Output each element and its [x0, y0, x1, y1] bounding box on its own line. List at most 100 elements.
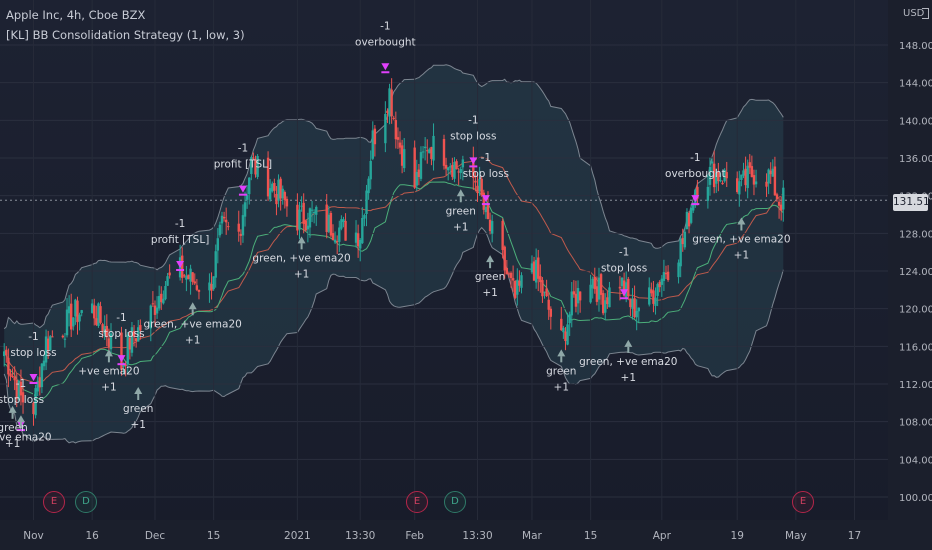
- candle-body: [245, 194, 249, 200]
- candle-body: [359, 239, 362, 249]
- candle-body: [15, 380, 18, 400]
- candle-body: [648, 287, 651, 305]
- candle-body: [191, 272, 194, 282]
- buy-arrow-icon: [16, 415, 25, 423]
- earnings-event-icon[interactable]: E: [406, 491, 428, 513]
- signal-label: green, +ve ema20: [692, 234, 790, 246]
- bollinger-band-group: [3, 64, 784, 444]
- price-tick-label: 140.00: [899, 116, 932, 127]
- signal-label: +ve ema20: [78, 365, 139, 377]
- candle-body: [514, 281, 517, 298]
- sell-bar-icon: [481, 203, 490, 206]
- trade-signal: -1 overbought: [355, 20, 416, 74]
- candle-body: [681, 238, 684, 245]
- candle-body: [746, 165, 749, 189]
- candle-body: [773, 166, 777, 196]
- trade-signal: green +1: [546, 349, 576, 393]
- candle-body: [516, 279, 519, 295]
- buy-stem-icon: [459, 196, 462, 203]
- sell-bar-icon: [16, 429, 25, 432]
- candle-body: [306, 225, 310, 230]
- candle-body: [42, 360, 46, 367]
- candle-body: [250, 157, 253, 174]
- candle-body: [664, 272, 668, 275]
- signal-label: -1: [175, 218, 185, 230]
- candle-body: [2, 351, 6, 357]
- trade-signal: green +1: [446, 189, 476, 233]
- candle-body: [482, 192, 485, 210]
- time-tick-label: 13:30: [345, 530, 375, 542]
- candle-body: [738, 181, 741, 195]
- candle-body: [155, 307, 159, 314]
- time-tick-label: Dec: [145, 530, 166, 542]
- time-tick-label: 2021: [284, 530, 311, 542]
- buy-arrow-icon: [297, 236, 306, 244]
- signal-label: green: [475, 271, 505, 283]
- signal-label: -1: [619, 246, 629, 258]
- candle-body: [394, 120, 398, 140]
- signal-label: +1: [294, 268, 309, 280]
- candle-body: [444, 164, 448, 169]
- candle-body: [32, 402, 35, 415]
- trade-signal: green, +ve ema20 +1: [692, 217, 791, 262]
- candle-body: [90, 303, 94, 313]
- signal-label: stop loss: [10, 347, 56, 359]
- candle-body: [268, 188, 272, 200]
- study-legend[interactable]: [KL] BB Consolidation Strategy (1, low, …: [6, 28, 245, 42]
- currency-label: USD: [903, 8, 925, 19]
- candle-body: [446, 167, 450, 171]
- candle-body: [252, 157, 255, 159]
- signal-label: -1: [380, 20, 390, 32]
- candle-body: [689, 207, 693, 223]
- earnings-event-icon[interactable]: E: [43, 491, 65, 513]
- candle-body: [103, 326, 106, 334]
- signal-label: profit [TSL]: [214, 159, 272, 171]
- price-tick-label: 116.00: [899, 342, 932, 353]
- candle-body: [449, 166, 452, 168]
- candle-body: [239, 233, 243, 236]
- candle-body: [51, 336, 54, 338]
- candle-body: [164, 286, 167, 300]
- candle-body: [403, 149, 406, 169]
- dividend-event-icon[interactable]: D: [75, 491, 97, 513]
- candle-body: [451, 164, 454, 177]
- candle-body: [543, 291, 546, 293]
- price-tick-label: 112.00: [899, 380, 932, 391]
- buy-arrow-icon: [188, 302, 197, 310]
- dividend-event-icon[interactable]: D: [444, 491, 466, 513]
- candle-body: [80, 310, 83, 314]
- candle-body: [597, 277, 601, 300]
- candle-body: [333, 239, 337, 243]
- signal-label: green: [446, 205, 476, 217]
- candle-body: [21, 392, 25, 403]
- trade-signal: -1 stop loss: [0, 378, 44, 432]
- candle-body: [505, 267, 509, 275]
- candle-body: [474, 180, 477, 183]
- candle-body: [717, 172, 720, 182]
- candle-body: [279, 178, 282, 199]
- candle-body: [11, 375, 14, 377]
- candle-body: [744, 168, 747, 186]
- candle-body: [419, 152, 423, 179]
- candle-body: [564, 331, 567, 342]
- buy-stem-icon: [489, 262, 492, 269]
- candle-body: [723, 169, 726, 182]
- price-tick-label: 136.00: [899, 154, 932, 165]
- candle-body: [501, 220, 504, 250]
- candle-body: [507, 273, 511, 275]
- signal-label: -1: [468, 114, 478, 126]
- earnings-event-icon[interactable]: E: [792, 491, 814, 513]
- candle-body: [658, 281, 661, 288]
- candle-body: [721, 182, 724, 185]
- signal-label: -1: [28, 331, 38, 343]
- buy-arrow-icon: [134, 387, 143, 394]
- signal-label: -1: [238, 143, 248, 155]
- candle-body: [442, 138, 446, 166]
- candle-body: [654, 297, 657, 306]
- candle-body: [107, 338, 111, 348]
- trade-signal: green +1: [475, 255, 505, 299]
- time-tick-label: May: [785, 530, 807, 542]
- candle-body: [208, 282, 211, 291]
